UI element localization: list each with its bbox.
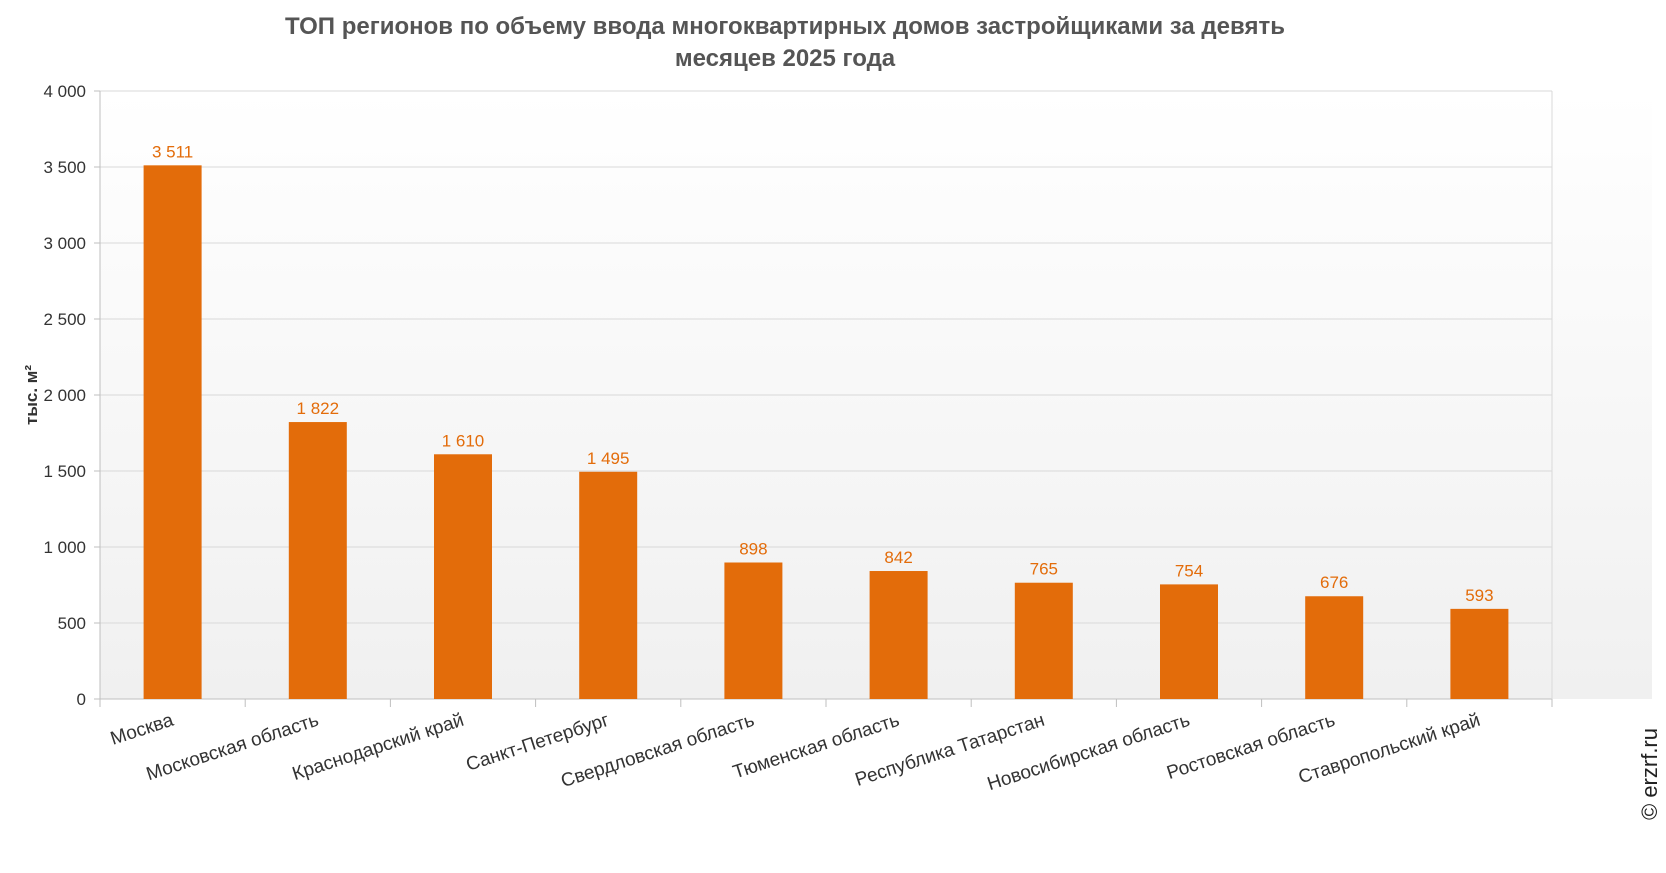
y-axis-label: тыс. м² [22, 365, 41, 425]
bar [143, 165, 202, 699]
y-tick-label: 1 500 [43, 462, 86, 481]
bar [724, 562, 783, 699]
bars [143, 165, 1509, 699]
data-label: 1 495 [587, 449, 630, 468]
data-labels: 3 511 1 822 1 610 1 495 898 842 765 754 676 593 [152, 142, 1494, 605]
y-tick-label: 4 000 [43, 82, 86, 101]
bar [1450, 608, 1509, 699]
y-tick-label: 0 [77, 690, 86, 709]
y-axis-ticks: 0 500 1 000 1 500 2 000 2 500 3 000 3 500 4 000 [43, 82, 1553, 709]
y-tick-label: 3 500 [43, 158, 86, 177]
y-tick-label: 1 000 [43, 538, 86, 557]
chart-title-line1: ТОП регионов по объему ввода многокварти… [285, 13, 1285, 40]
bar [869, 571, 928, 699]
bar [1160, 584, 1218, 699]
y-tick-label: 2 000 [43, 386, 86, 405]
x-category-label: Москва [108, 710, 177, 750]
bar [1305, 596, 1364, 699]
data-label: 3 511 [152, 142, 193, 161]
y-tick-label: 3 000 [43, 234, 86, 253]
data-label: 842 [884, 548, 912, 567]
data-label: 593 [1465, 586, 1493, 605]
bar [579, 471, 638, 699]
data-label: 1 610 [442, 431, 485, 450]
data-label: 676 [1320, 573, 1348, 592]
bar [1014, 582, 1073, 699]
bar [434, 454, 492, 699]
data-label: 898 [739, 540, 767, 559]
chart-title-line2: месяцев 2025 года [675, 45, 896, 72]
y-tick-label: 500 [58, 614, 86, 633]
data-label: 1 822 [297, 399, 340, 418]
data-label: 765 [1030, 560, 1058, 579]
data-label: 754 [1175, 561, 1203, 580]
copyright-watermark: © erzrf.ru [1637, 728, 1662, 820]
bar [288, 422, 347, 699]
y-tick-label: 2 500 [43, 310, 86, 329]
